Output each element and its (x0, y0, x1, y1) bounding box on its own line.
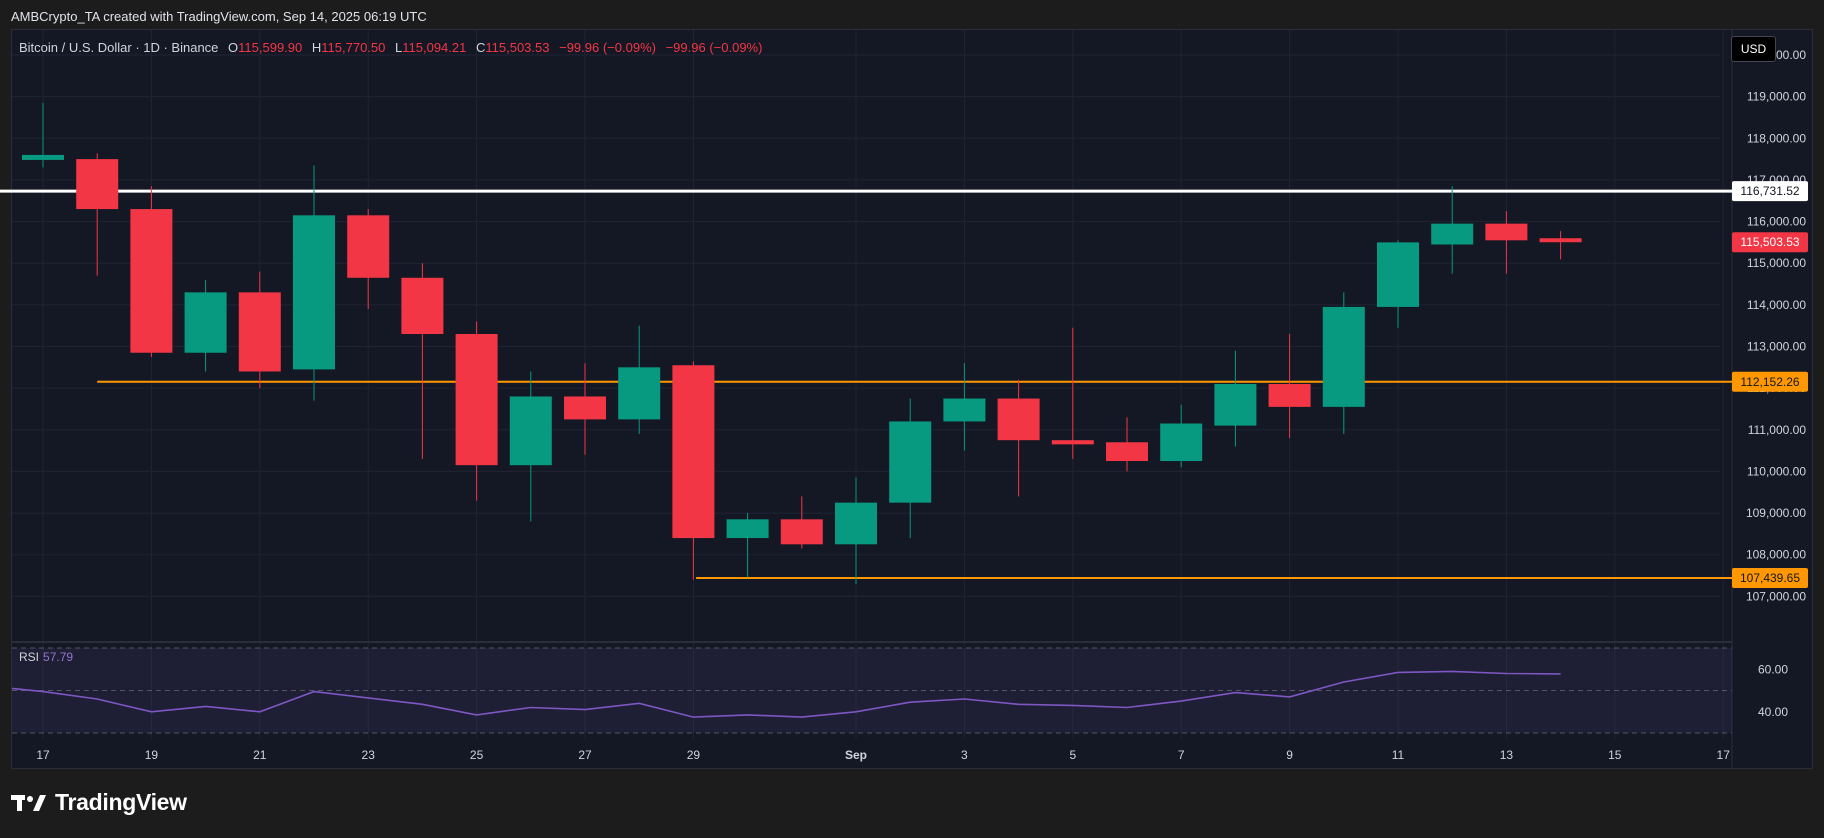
rsi-name: RSI (19, 650, 40, 664)
candle-body (889, 421, 932, 503)
price-axis-label: 108,000.00 (1746, 548, 1806, 562)
rsi-axis-label: 40.00 (1758, 705, 1788, 719)
time-axis-label: 23 (362, 748, 376, 762)
price-axis-label: 113,000.00 (1747, 339, 1806, 353)
candle-body (672, 365, 715, 539)
candle-body (401, 277, 444, 334)
low-label: L (395, 40, 403, 55)
candle-body (455, 334, 498, 466)
time-axis-label: 27 (578, 748, 592, 762)
time-axis-label: 21 (253, 748, 267, 762)
support-mid-label: 112,152.26 (1740, 375, 1799, 389)
tradingview-logo-icon (11, 794, 46, 811)
candle-body (835, 502, 877, 545)
ohlc-legend: Bitcoin / U.S. Dollar · 1D · Binance O11… (19, 40, 762, 55)
candle-body (1268, 383, 1311, 407)
time-axis-label: 7 (1178, 748, 1185, 762)
resistance-label-box (1732, 181, 1808, 202)
brand-name: TradingView (55, 789, 187, 815)
price-axis-label: 110,000.00 (1747, 464, 1806, 478)
candle-body (997, 398, 1040, 441)
support-low-label-box (1732, 568, 1808, 589)
rsi-line (11, 670, 1561, 718)
price-axis-label: 107,000.00 (1746, 589, 1806, 603)
candle-body (726, 519, 769, 539)
candle-body (943, 398, 986, 422)
candle-body (1485, 223, 1528, 241)
candle-body (780, 519, 823, 545)
high-label: H (311, 40, 322, 55)
candle-body (1160, 423, 1203, 462)
candle-body (1431, 223, 1474, 245)
rsi-value: 57.79 (43, 650, 74, 664)
candle-body (1051, 440, 1094, 445)
candle-body (1214, 383, 1257, 426)
change-value: −99.96 (−0.09%) (559, 40, 656, 55)
candle-body (347, 215, 390, 278)
change-value-secondary: −99.96 (−0.09%) (665, 40, 763, 55)
support-low-label: 107,439.65 (1740, 571, 1800, 585)
symbol-title[interactable]: Bitcoin / U.S. Dollar · 1D · Binance (19, 40, 219, 55)
price-axis-label: 109,000.00 (1746, 506, 1806, 520)
price-axis-label: 119,000.00 (1747, 90, 1806, 104)
price-axis-label: 116,000.00 (1747, 215, 1806, 229)
time-axis-label: 9 (1286, 748, 1293, 762)
time-axis-label: 17 (1717, 748, 1731, 762)
candle-body (1539, 238, 1582, 243)
price-axis-label: 114,000.00 (1747, 298, 1806, 312)
currency-button[interactable]: USD (1731, 36, 1776, 62)
price-axis-label: 111,000.00 (1748, 423, 1807, 437)
price-axis-label: 118,000.00 (1747, 131, 1806, 145)
time-axis-label: 5 (1069, 748, 1076, 762)
time-axis-label: 19 (145, 748, 159, 762)
time-axis-label: 11 (1392, 748, 1405, 762)
time-axis-label: Sep (845, 748, 867, 762)
time-axis-label: 15 (1608, 748, 1622, 762)
tradingview-brand: TradingView (11, 789, 187, 816)
candle-body (293, 215, 335, 370)
candle-body (1322, 306, 1365, 407)
candle-body (509, 396, 552, 466)
candle-body (564, 396, 606, 420)
high-value: 115,770.50 (321, 40, 386, 55)
candle-body (1377, 242, 1419, 307)
candle-body (618, 367, 661, 420)
chart-frame (11, 29, 1813, 769)
last-price-label: 115,503.53 (1740, 235, 1799, 249)
candle-body (130, 209, 173, 353)
candle-body (1106, 442, 1148, 462)
rsi-axis-label: 60.00 (1758, 662, 1788, 676)
time-axis-label: 29 (687, 748, 701, 762)
candle-body (184, 292, 227, 353)
chart-caption: AMBCrypto_TA created with TradingView.co… (11, 9, 427, 24)
close-value: 115,503.53 (485, 40, 550, 55)
close-label: C (475, 40, 486, 55)
resistance-label: 116,731.52 (1740, 184, 1799, 198)
price-axis-label: 115,000.00 (1747, 256, 1806, 270)
rsi-legend: RSI 57.79 (19, 650, 73, 664)
time-axis-label: 13 (1500, 748, 1514, 762)
time-axis-label: 17 (36, 748, 50, 762)
time-axis-label: 3 (961, 748, 968, 762)
open-value: 115,599.90 (238, 40, 303, 55)
support-mid-label-box (1732, 371, 1808, 392)
candle-body (22, 154, 64, 160)
low-value: 115,094.21 (402, 40, 467, 55)
time-axis-label: 25 (470, 748, 484, 762)
candle-body (76, 159, 119, 210)
open-label: O (228, 40, 239, 55)
last-price-tag (1732, 232, 1808, 253)
candle-body (238, 292, 281, 372)
